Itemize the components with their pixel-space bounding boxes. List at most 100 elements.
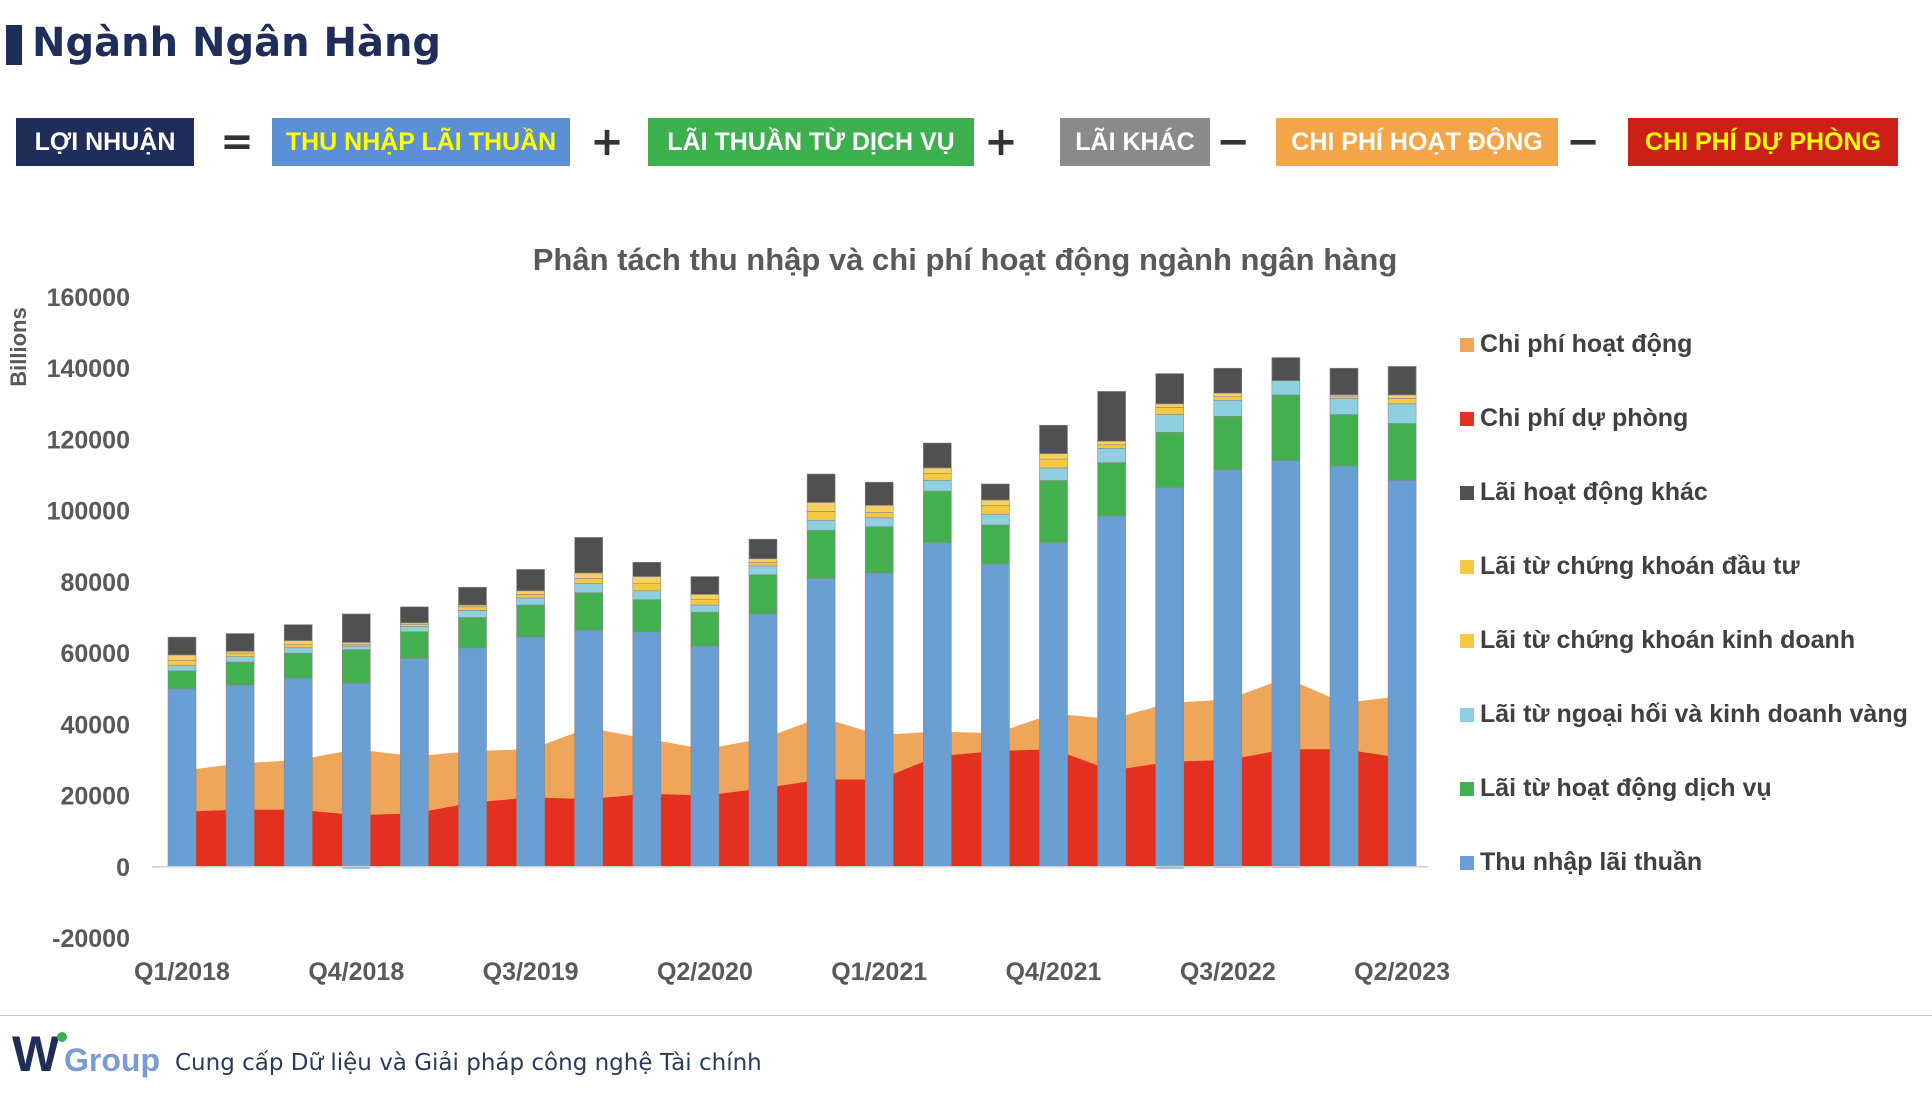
x-tick-label-1: Q4/2018	[308, 958, 404, 986]
title-accent-bar	[6, 25, 22, 65]
formula-term-0: LỢI NHUẬN	[16, 118, 194, 166]
bar-service-2	[283, 652, 313, 679]
bar-invest-sec-2	[283, 640, 313, 645]
bar-invest-sec-11	[806, 502, 836, 512]
bar-net-interest-8	[632, 631, 662, 868]
bar-service-21	[1387, 423, 1417, 481]
logo-letter: W	[12, 1026, 60, 1081]
bar-invest-sec-15	[1039, 453, 1068, 460]
bar-other-7	[574, 537, 604, 574]
y-tick-label-9: -20000	[52, 925, 130, 953]
bar-invest-sec-12	[864, 505, 894, 513]
legend-item-7: Thu nhập lãi thuần	[1460, 848, 1702, 877]
bar-service-20	[1329, 414, 1359, 467]
bar-trading-sec-8	[632, 583, 662, 592]
bar-net-interest-11	[806, 578, 836, 868]
page-title: Ngành Ngân Hàng	[32, 20, 442, 66]
bar-trading-sec-15	[1039, 458, 1068, 469]
bar-fx-gold-15	[1039, 467, 1068, 481]
bar-service-16	[1097, 462, 1126, 517]
bar-trading-sec-2	[283, 643, 313, 649]
bar-other-4	[400, 606, 429, 624]
bar-trading-sec-14	[981, 505, 1010, 515]
bar-negative-17	[1155, 866, 1184, 869]
bar-trading-sec-21	[1387, 398, 1417, 405]
y-tick-label-7: 20000	[60, 783, 130, 811]
legend-item-1: Chi phí dự phòng	[1460, 404, 1688, 433]
y-tick-label-2: 120000	[47, 426, 130, 454]
formula-term-6: LÃI KHÁC	[1060, 118, 1210, 166]
y-tick-label-0: 160000	[47, 284, 130, 312]
bar-service-13	[922, 490, 952, 544]
bar-trading-sec-16	[1097, 444, 1126, 449]
area-provision-cost	[182, 749, 1403, 867]
bar-net-interest-20	[1329, 465, 1359, 868]
bar-service-4	[400, 631, 429, 659]
bar-other-14	[981, 483, 1010, 501]
bar-net-interest-13	[922, 542, 952, 868]
bar-fx-gold-18	[1213, 399, 1243, 417]
bar-service-15	[1039, 480, 1068, 544]
legend-label: Lãi từ chứng khoán đầu tư	[1480, 552, 1800, 580]
bar-trading-sec-11	[806, 511, 836, 521]
y-tick-label-8: 0	[116, 854, 130, 882]
bar-service-3	[341, 649, 371, 684]
bar-trading-sec-10	[748, 562, 778, 567]
bar-invest-sec-6	[516, 590, 545, 595]
legend-swatch-icon	[1460, 411, 1474, 426]
x-tick-label-4: Q1/2021	[831, 958, 927, 986]
bar-invest-sec-8	[632, 576, 662, 584]
bar-service-1	[225, 661, 255, 686]
x-tick-label-0: Q1/2018	[134, 958, 230, 986]
bar-fx-gold-9	[690, 604, 720, 613]
bar-fx-gold-8	[632, 590, 662, 600]
bar-net-interest-1	[225, 684, 255, 868]
bar-net-interest-12	[864, 572, 894, 868]
bar-service-19	[1271, 394, 1301, 462]
bar-trading-sec-6	[516, 594, 545, 599]
bar-fx-gold-2	[283, 647, 313, 654]
logo-text: Group	[64, 1042, 160, 1078]
legend-swatch-icon	[1460, 855, 1474, 870]
footer-tagline: Cung cấp Dữ liệu và Giải pháp công nghệ …	[175, 1050, 762, 1076]
bar-trading-sec-0	[167, 659, 197, 666]
bar-net-interest-16	[1097, 515, 1126, 868]
formula-term-8: CHI PHÍ HOẠT ĐỘNG	[1276, 118, 1558, 166]
bar-net-interest-3	[341, 683, 371, 868]
legend-label: Lãi từ ngoại hối và kinh doanh vàng	[1480, 700, 1908, 728]
y-axis-label: Billions	[6, 307, 31, 386]
legend-item-3: Lãi từ chứng khoán đầu tư	[1460, 552, 1800, 581]
bar-trading-sec-5	[458, 606, 487, 611]
x-tick-label-5: Q4/2021	[1006, 958, 1102, 986]
legend-swatch-icon	[1460, 633, 1474, 648]
formula-term-4: LÃI THUẦN TỪ DỊCH VỤ	[648, 118, 974, 166]
chart-title: Phân tách thu nhập và chi phí hoạt động …	[533, 242, 1398, 277]
bar-fx-gold-13	[922, 480, 952, 492]
bar-fx-gold-11	[806, 519, 836, 531]
bar-other-20	[1329, 367, 1359, 396]
bar-other-18	[1213, 367, 1243, 394]
bar-fx-gold-14	[981, 513, 1010, 526]
bar-net-interest-7	[574, 629, 604, 868]
legend-swatch-icon	[1460, 781, 1474, 796]
bar-service-9	[690, 611, 720, 647]
bar-fx-gold-21	[1387, 403, 1417, 424]
bar-other-5	[458, 586, 487, 606]
bar-invest-sec-14	[981, 499, 1010, 506]
bar-invest-sec-10	[748, 558, 778, 563]
legend-item-6: Lãi từ hoạt động dịch vụ	[1460, 774, 1772, 803]
bar-fx-gold-10	[748, 565, 778, 576]
wigroup-logo: W Group	[12, 1026, 160, 1081]
bar-service-6	[516, 604, 545, 638]
bar-other-16	[1097, 391, 1126, 442]
bar-other-8	[632, 562, 662, 577]
legend-swatch-icon	[1460, 337, 1474, 352]
legend-label: Lãi hoạt động khác	[1480, 478, 1708, 506]
bar-fx-gold-17	[1155, 414, 1184, 433]
formula-operator-1: =	[220, 119, 254, 165]
legend-item-0: Chi phí hoạt động	[1460, 330, 1692, 359]
bar-net-interest-17	[1155, 487, 1184, 868]
bar-other-10	[748, 538, 778, 560]
legend-swatch-icon	[1460, 559, 1474, 574]
bar-service-0	[167, 670, 197, 690]
